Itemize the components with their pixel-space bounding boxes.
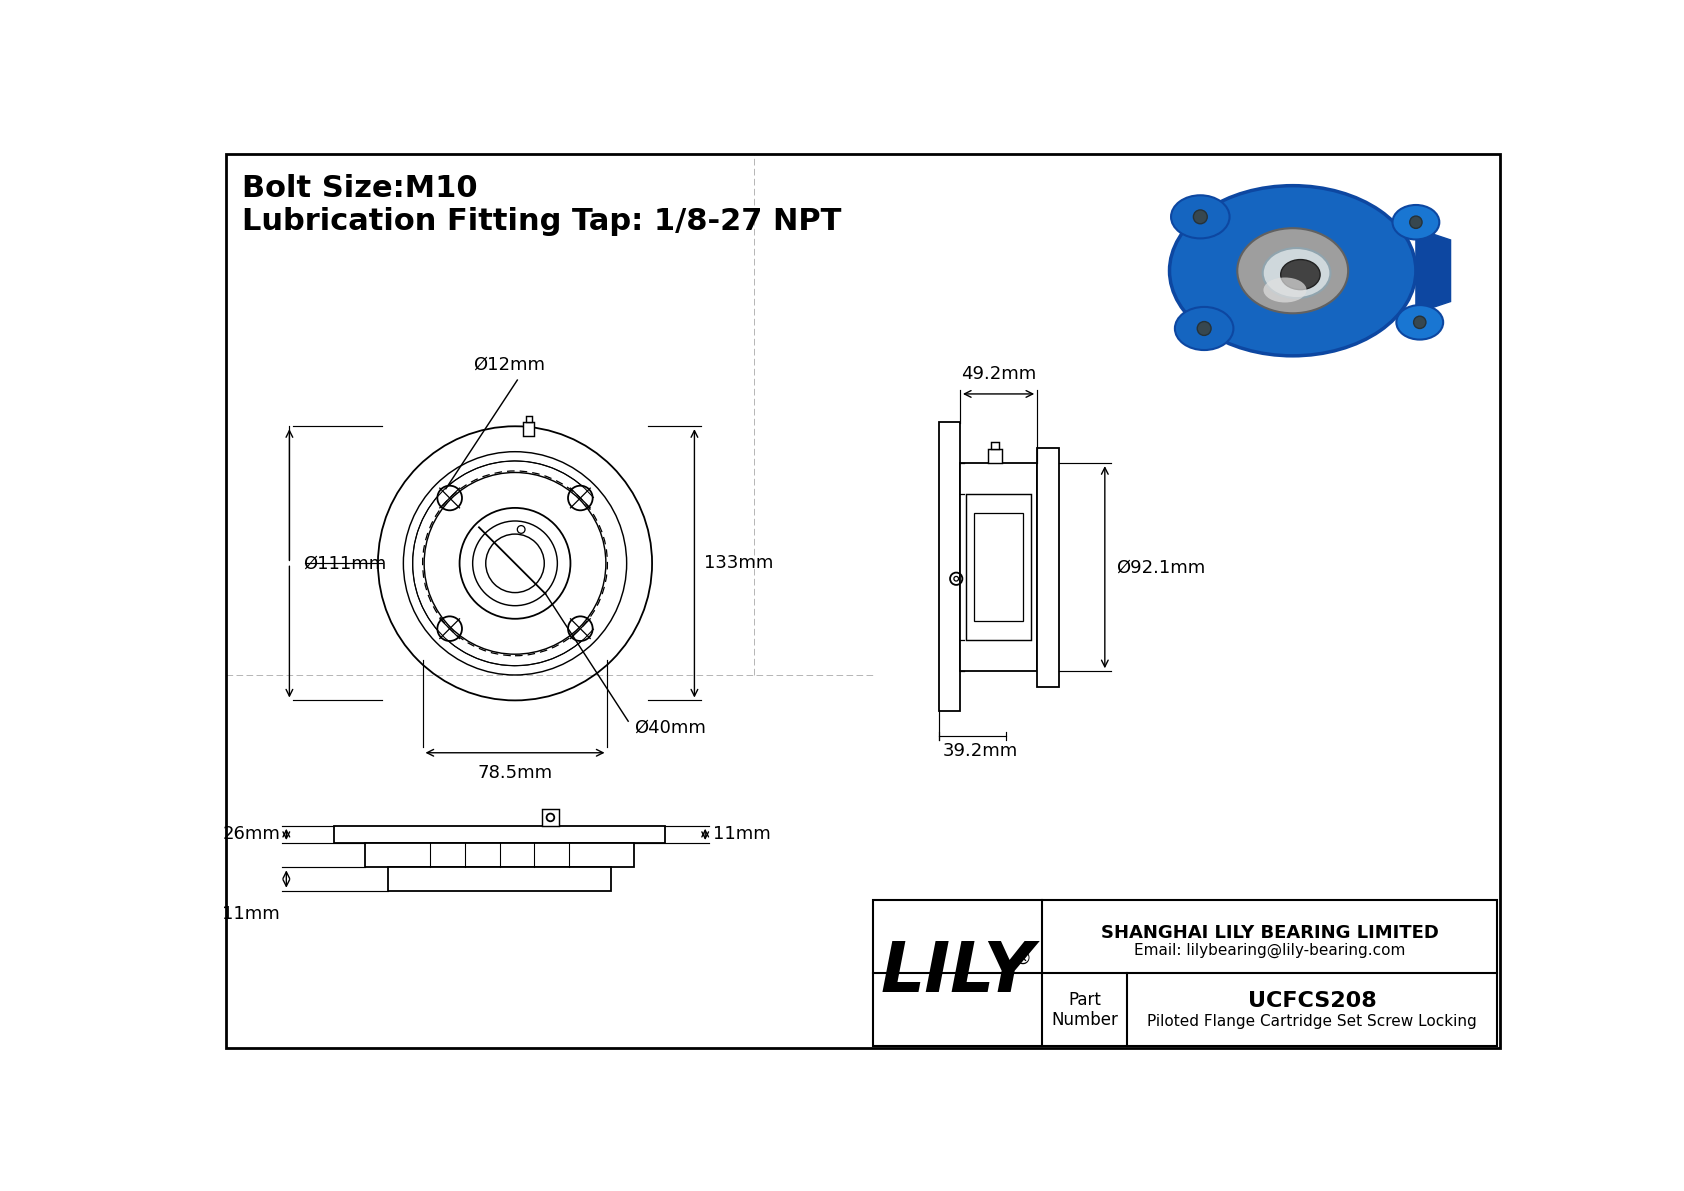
Text: LILY: LILY	[881, 940, 1034, 1006]
Bar	[872, 900, 1497, 1046]
Text: 26mm: 26mm	[222, 825, 280, 843]
Bar	[973, 513, 1024, 621]
Ellipse shape	[1238, 229, 1349, 313]
Text: ®: ®	[1014, 950, 1031, 968]
Ellipse shape	[1169, 186, 1416, 356]
Text: 11mm: 11mm	[712, 825, 771, 843]
Text: Ø12mm: Ø12mm	[473, 356, 544, 374]
Ellipse shape	[1263, 248, 1330, 298]
Text: 39.2mm: 39.2mm	[943, 742, 1017, 760]
Text: Ø40mm: Ø40mm	[635, 718, 706, 736]
Text: Part
Number: Part Number	[1051, 991, 1118, 1029]
Text: SHANGHAI LILY BEARING LIMITED: SHANGHAI LILY BEARING LIMITED	[1101, 924, 1438, 942]
Bar	[967, 494, 1031, 641]
Bar	[1037, 448, 1059, 686]
Text: Ø92.1mm: Ø92.1mm	[1115, 559, 1204, 576]
Text: Bolt Size:M10: Bolt Size:M10	[242, 175, 477, 204]
Polygon shape	[1416, 229, 1450, 313]
Bar	[525, 417, 532, 423]
Bar	[990, 442, 999, 449]
Ellipse shape	[1393, 205, 1440, 239]
Circle shape	[1410, 216, 1421, 229]
Ellipse shape	[1175, 307, 1233, 350]
Text: Piloted Flange Cartridge Set Screw Locking: Piloted Flange Cartridge Set Screw Locki…	[1147, 1014, 1477, 1029]
Bar	[960, 463, 1037, 672]
Bar	[524, 423, 534, 436]
Ellipse shape	[1263, 278, 1307, 303]
Bar	[333, 825, 665, 843]
Ellipse shape	[1282, 260, 1320, 289]
Text: Ø111mm: Ø111mm	[303, 554, 387, 573]
Text: Email: lilybearing@lily-bearing.com: Email: lilybearing@lily-bearing.com	[1133, 943, 1404, 959]
Bar	[989, 449, 1002, 463]
Ellipse shape	[1170, 195, 1229, 238]
Text: UCFCS208: UCFCS208	[1248, 991, 1376, 1011]
Circle shape	[1197, 322, 1211, 336]
Bar	[387, 867, 611, 891]
Ellipse shape	[1396, 305, 1443, 339]
Bar	[365, 843, 635, 867]
Text: 49.2mm: 49.2mm	[962, 366, 1036, 384]
Circle shape	[1194, 210, 1207, 224]
Bar	[938, 423, 960, 711]
Text: Lubrication Fitting Tap: 1/8-27 NPT: Lubrication Fitting Tap: 1/8-27 NPT	[242, 207, 840, 236]
Text: 133mm: 133mm	[704, 554, 773, 573]
Bar	[542, 809, 559, 825]
Text: 78.5mm: 78.5mm	[478, 763, 552, 781]
Text: 11mm: 11mm	[222, 905, 280, 923]
Circle shape	[1413, 316, 1426, 329]
